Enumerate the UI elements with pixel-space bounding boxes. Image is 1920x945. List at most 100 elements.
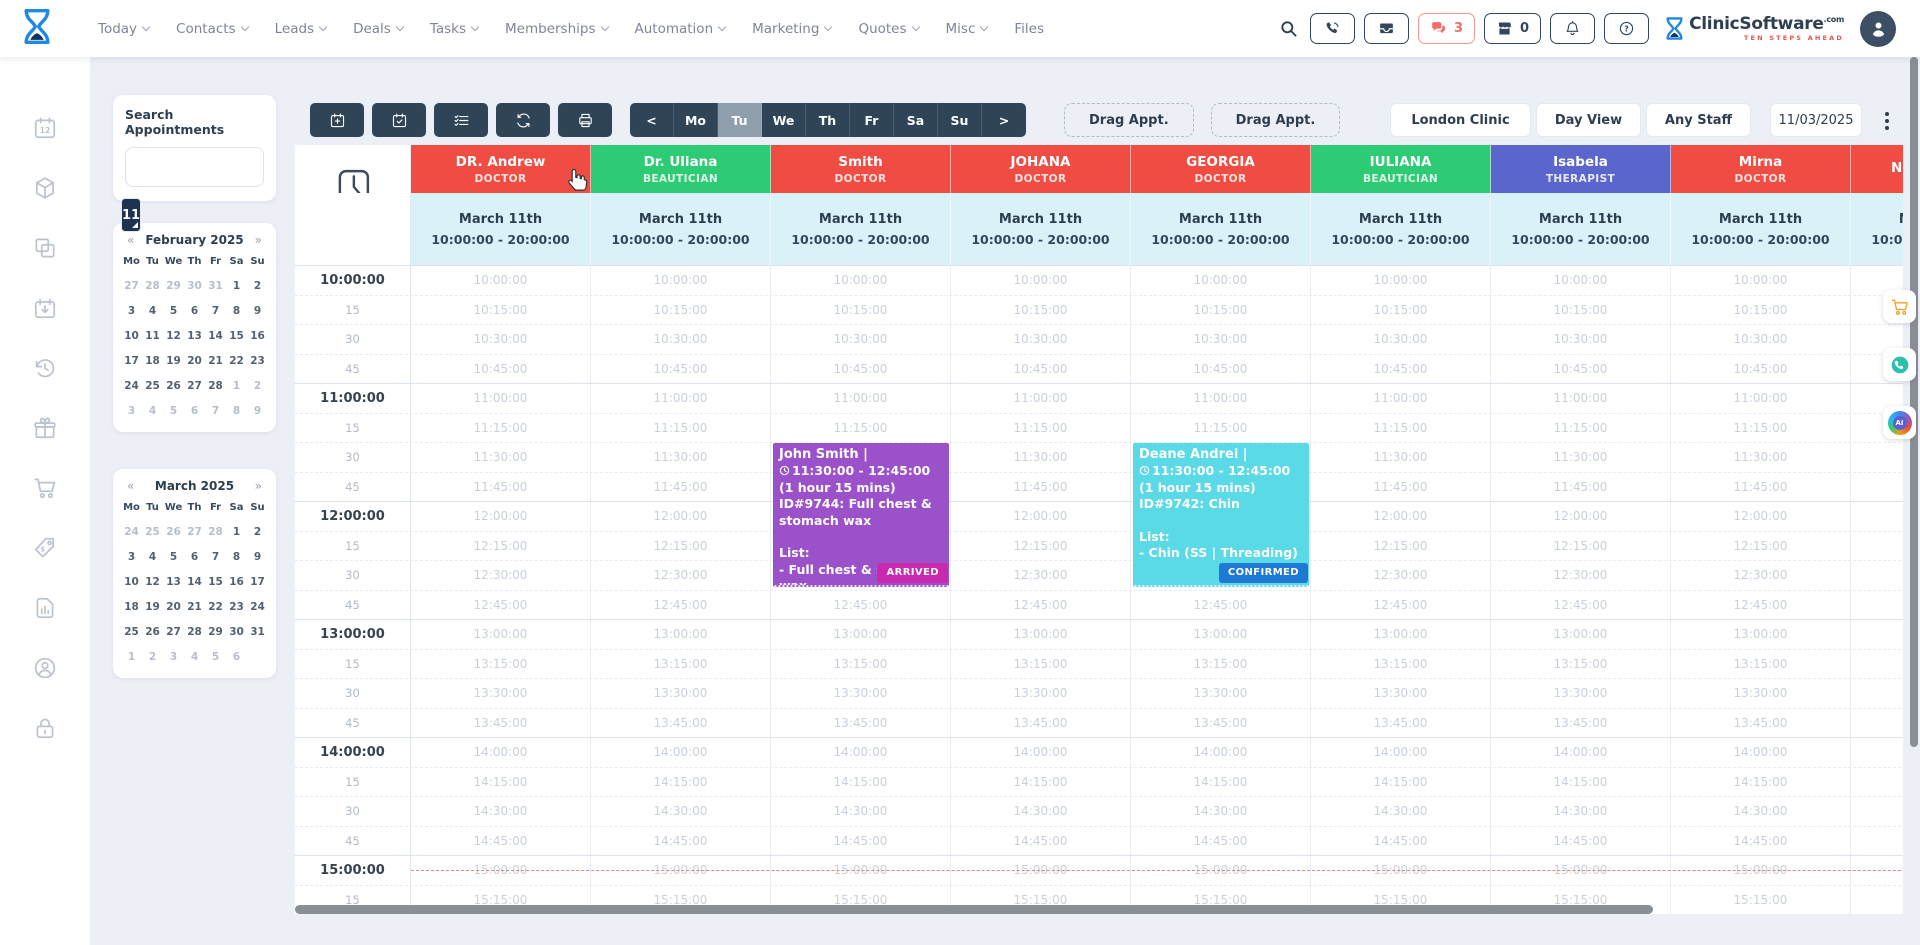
refresh-button[interactable] (496, 103, 550, 137)
nav-item-quotes[interactable]: Quotes (858, 21, 920, 37)
time-slot-n-13:15:00[interactable]: 13:15:00 (1851, 650, 1903, 679)
calendar-day-selected[interactable]: 11 (121, 198, 142, 232)
time-slot-dr-uliana-14:45:00[interactable]: 14:45:00 (591, 826, 771, 855)
calendar-day[interactable]: 8 (232, 305, 241, 317)
calendar-day[interactable]: 1 (232, 280, 241, 292)
calendar-day[interactable]: 8 (232, 405, 241, 417)
calendar-day[interactable]: 25 (145, 380, 160, 392)
calendar-day[interactable]: 27 (124, 280, 139, 292)
calendar-day[interactable]: 6 (190, 405, 199, 417)
time-slot-isabela-13:30:00[interactable]: 13:30:00 (1491, 679, 1671, 708)
calendar-day[interactable]: 19 (166, 355, 181, 367)
time-slot-smith-10:30:00[interactable]: 10:30:00 (771, 325, 951, 354)
sidebar-item-price-tag[interactable]: $ (32, 535, 58, 565)
calendar-day[interactable]: 10 (124, 576, 139, 588)
time-slot-isabela-14:15:00[interactable]: 14:15:00 (1491, 767, 1671, 796)
time-slot-smith-13:00:00[interactable]: 13:00:00 (771, 620, 951, 649)
time-slot-isabela-11:15:00[interactable]: 11:15:00 (1491, 413, 1671, 442)
nav-item-leads[interactable]: Leads (275, 21, 328, 37)
time-slot-dr-andrew-10:15:00[interactable]: 10:15:00 (411, 295, 591, 324)
nav-item-memberships[interactable]: Memberships (505, 21, 609, 37)
time-slot-mirna-14:15:00[interactable]: 14:15:00 (1671, 767, 1851, 796)
time-slot-dr-uliana-10:00:00[interactable]: 10:00:00 (591, 266, 771, 295)
calendar-day[interactable]: 23 (229, 601, 244, 613)
calendar-day[interactable]: 5 (169, 305, 178, 317)
calendar-day[interactable]: 4 (148, 405, 157, 417)
time-slot-iuliana-14:30:00[interactable]: 14:30:00 (1311, 797, 1491, 826)
time-slot-johana-13:30:00[interactable]: 13:30:00 (951, 679, 1131, 708)
time-slot-n-14:45:00[interactable]: 14:45:00 (1851, 827, 1903, 856)
time-slot-iuliana-14:45:00[interactable]: 14:45:00 (1311, 826, 1491, 855)
time-slot-iuliana-12:45:00[interactable]: 12:45:00 (1311, 590, 1491, 619)
time-slot-smith-14:45:00[interactable]: 14:45:00 (771, 826, 951, 855)
next-day-button[interactable]: > (982, 103, 1026, 137)
calendar-day[interactable]: 25 (145, 526, 160, 538)
time-slot-isabela-14:00:00[interactable]: 14:00:00 (1491, 738, 1671, 767)
time-slot-dr-andrew-12:45:00[interactable]: 12:45:00 (411, 590, 591, 619)
search-icon[interactable] (1279, 19, 1298, 38)
time-slot-isabela-11:30:00[interactable]: 11:30:00 (1491, 443, 1671, 472)
time-slot-n-11:45:00[interactable]: 11:45:00 (1851, 473, 1903, 502)
calendar-day[interactable]: 23 (250, 355, 265, 367)
time-slot-iuliana-10:45:00[interactable]: 10:45:00 (1311, 354, 1491, 383)
calendar-day[interactable]: 2 (253, 380, 262, 392)
app-logo-icon[interactable] (22, 8, 52, 49)
time-slot-dr-andrew-13:45:00[interactable]: 13:45:00 (411, 708, 591, 737)
time-slot-isabela-11:45:00[interactable]: 11:45:00 (1491, 472, 1671, 501)
time-slot-smith-10:00:00[interactable]: 10:00:00 (771, 266, 951, 295)
time-slot-johana-10:15:00[interactable]: 10:15:00 (951, 295, 1131, 324)
inbox-button[interactable] (1364, 13, 1409, 44)
calendar-day[interactable]: 19 (145, 601, 160, 613)
calendar-day[interactable]: 4 (148, 551, 157, 563)
nav-item-contacts[interactable]: Contacts (176, 21, 249, 37)
time-slot-johana-10:45:00[interactable]: 10:45:00 (951, 354, 1131, 383)
time-slot-iuliana-11:15:00[interactable]: 11:15:00 (1311, 413, 1491, 442)
calendar-day[interactable]: 9 (253, 551, 262, 563)
calendar-day[interactable]: 5 (211, 651, 220, 663)
time-slot-dr-uliana-13:15:00[interactable]: 13:15:00 (591, 649, 771, 678)
nav-item-files[interactable]: Files (1014, 21, 1044, 37)
time-slot-dr-andrew-13:30:00[interactable]: 13:30:00 (411, 679, 591, 708)
time-slot-johana-13:00:00[interactable]: 13:00:00 (951, 620, 1131, 649)
time-slot-dr-uliana-14:15:00[interactable]: 14:15:00 (591, 767, 771, 796)
time-slot-dr-uliana-13:30:00[interactable]: 13:30:00 (591, 679, 771, 708)
time-slot-mirna-13:15:00[interactable]: 13:15:00 (1671, 649, 1851, 678)
time-slot-isabela-13:45:00[interactable]: 13:45:00 (1491, 708, 1671, 737)
time-slot-dr-uliana-13:45:00[interactable]: 13:45:00 (591, 708, 771, 737)
floating-phone-button[interactable] (1883, 348, 1916, 381)
time-slot-mirna-14:45:00[interactable]: 14:45:00 (1671, 826, 1851, 855)
prev-month-button[interactable]: « (127, 233, 135, 247)
calendar-day[interactable]: 21 (187, 601, 202, 613)
nav-item-automation[interactable]: Automation (635, 21, 727, 37)
calendar-day[interactable]: 15 (208, 576, 223, 588)
time-slot-dr-uliana-12:00:00[interactable]: 12:00:00 (591, 502, 771, 531)
time-slot-iuliana-10:00:00[interactable]: 10:00:00 (1311, 266, 1491, 295)
calendar-day[interactable]: 31 (250, 626, 265, 638)
time-slot-mirna-10:30:00[interactable]: 10:30:00 (1671, 325, 1851, 354)
more-options-button[interactable] (1878, 108, 1896, 134)
sidebar-item-calendar-12[interactable]: 12 (32, 115, 58, 145)
day-segment-su[interactable]: Su (938, 103, 982, 137)
time-slot-dr-uliana-11:15:00[interactable]: 11:15:00 (591, 413, 771, 442)
time-slot-johana-11:30:00[interactable]: 11:30:00 (951, 443, 1131, 472)
time-slot-mirna-11:15:00[interactable]: 11:15:00 (1671, 413, 1851, 442)
time-slot-n-14:15:00[interactable]: 14:15:00 (1851, 768, 1903, 797)
calendar-day[interactable]: 17 (124, 355, 139, 367)
time-slot-dr-andrew-11:45:00[interactable]: 11:45:00 (411, 472, 591, 501)
staff-column-header-mirna[interactable]: Mirna DOCTOR (1671, 145, 1851, 193)
prev-day-button[interactable]: < (630, 103, 674, 137)
time-slot-iuliana-11:00:00[interactable]: 11:00:00 (1311, 384, 1491, 413)
search-appointments-input[interactable] (125, 147, 264, 187)
nav-item-misc[interactable]: Misc (946, 21, 989, 37)
calendar-day[interactable]: 1 (232, 380, 241, 392)
time-slot-georgia-15:15:00[interactable]: 15:15:00 (1131, 885, 1311, 914)
time-slot-dr-uliana-14:00:00[interactable]: 14:00:00 (591, 738, 771, 767)
calendar-day[interactable]: 4 (190, 651, 199, 663)
time-slot-mirna-14:00:00[interactable]: 14:00:00 (1671, 738, 1851, 767)
appointment-list-button[interactable] (434, 103, 488, 137)
calendar-day[interactable]: 5 (169, 551, 178, 563)
calendar-day[interactable]: 18 (124, 601, 139, 613)
calendar-day[interactable]: 6 (232, 651, 241, 663)
time-slot-isabela-13:15:00[interactable]: 13:15:00 (1491, 649, 1671, 678)
time-slot-iuliana-10:15:00[interactable]: 10:15:00 (1311, 295, 1491, 324)
